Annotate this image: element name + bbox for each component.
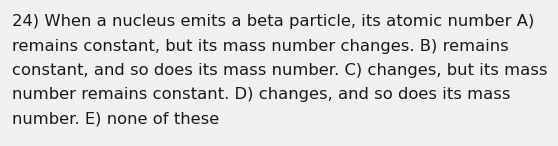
Text: number. E) none of these: number. E) none of these	[12, 112, 219, 127]
Text: number remains constant. D) changes, and so does its mass: number remains constant. D) changes, and…	[12, 87, 511, 102]
Text: 24) When a nucleus emits a beta particle, its atomic number A): 24) When a nucleus emits a beta particle…	[12, 14, 535, 29]
Text: constant, and so does its mass number. C) changes, but its mass: constant, and so does its mass number. C…	[12, 63, 547, 78]
Text: remains constant, but its mass number changes. B) remains: remains constant, but its mass number ch…	[12, 39, 509, 53]
